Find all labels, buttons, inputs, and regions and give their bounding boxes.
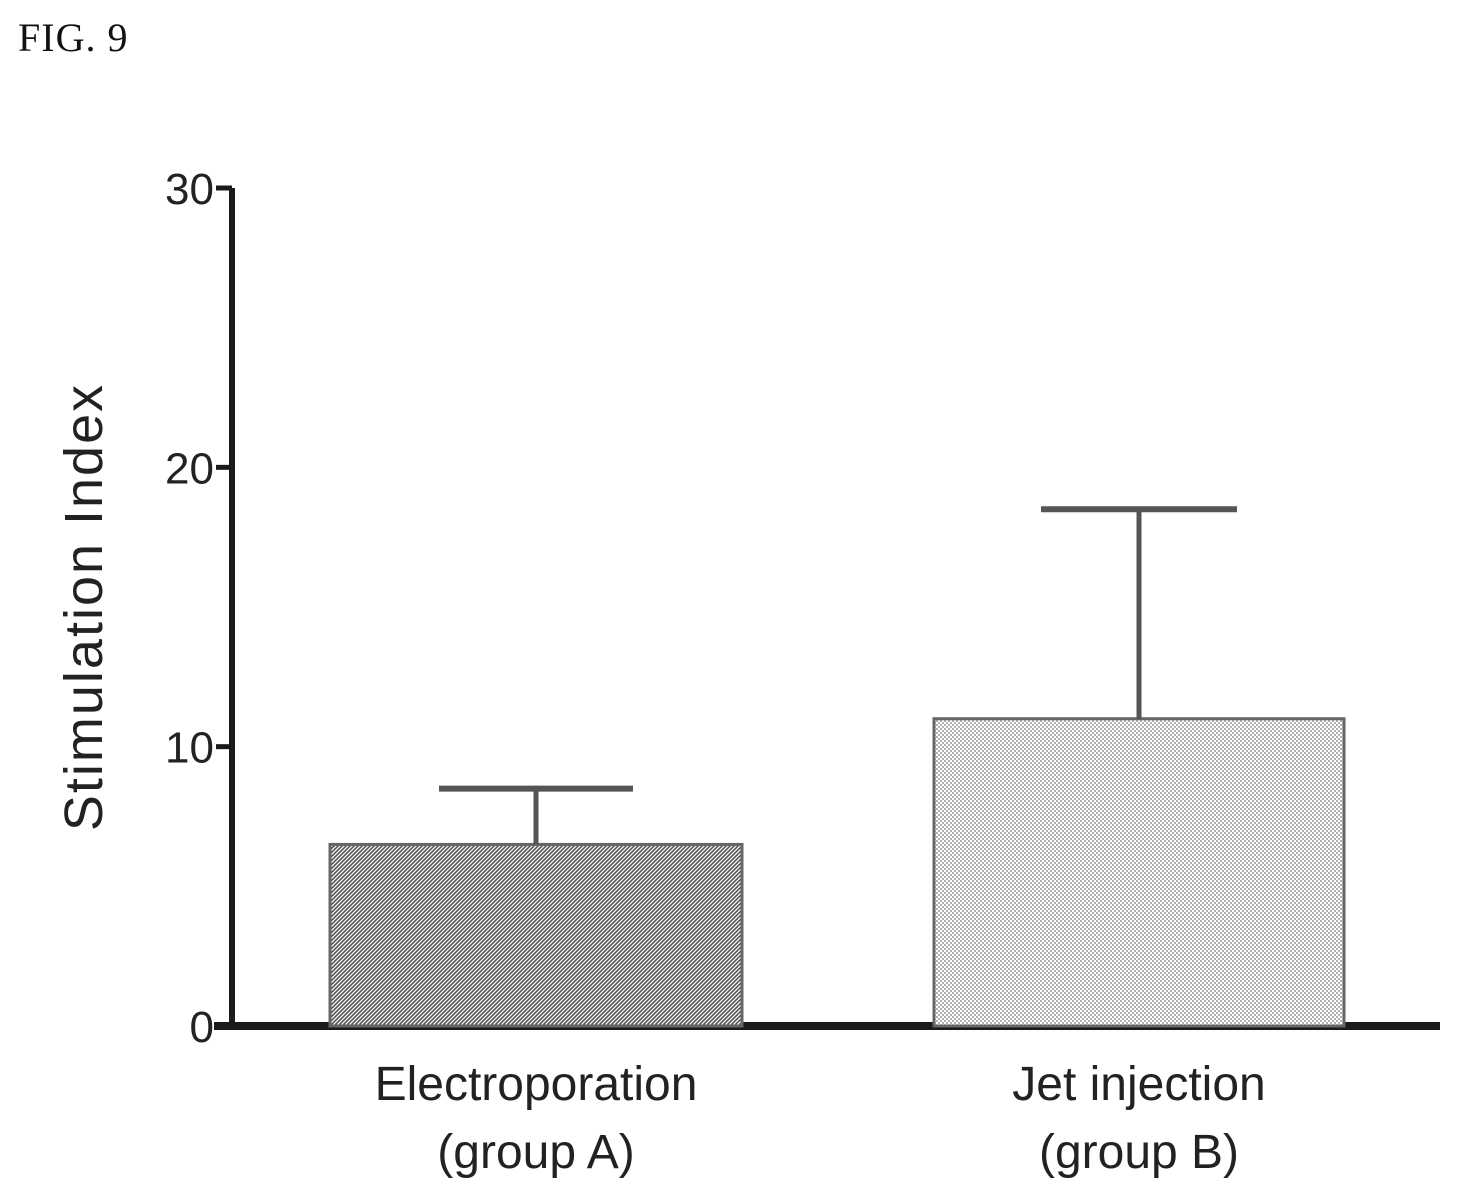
y-tick-label: 10	[165, 724, 214, 773]
y-axis-label: Stimulation Index	[54, 383, 114, 831]
figure-label: FIG. 9	[18, 15, 129, 60]
error-bars	[439, 506, 1237, 845]
y-tick-label: 0	[190, 1003, 214, 1052]
bar	[328, 842, 744, 1028]
y-tick-label: 20	[165, 444, 214, 493]
bars	[328, 717, 1346, 1028]
x-category-label: (group A)	[437, 1126, 634, 1179]
labels: 0 10 20 30 Electroporation (group A) Jet injec…	[54, 165, 1266, 1179]
x-category-label: Electroporation	[375, 1058, 698, 1111]
bar	[932, 717, 1346, 1028]
y-tick-label: 30	[165, 165, 214, 214]
x-category-label: Jet injection	[1012, 1058, 1265, 1111]
x-category-label: (group B)	[1039, 1126, 1239, 1179]
